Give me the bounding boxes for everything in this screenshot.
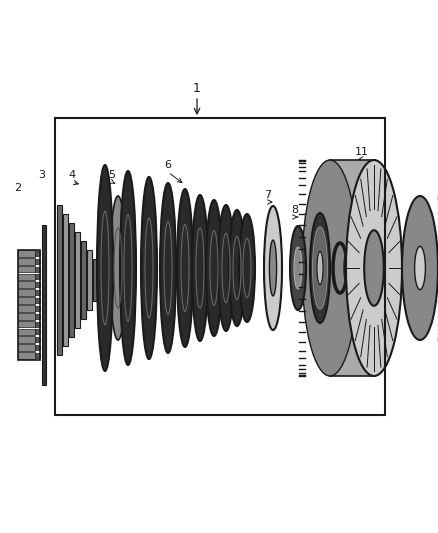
Bar xyxy=(35,345,40,350)
Bar xyxy=(18,273,35,280)
Bar xyxy=(35,313,40,319)
Bar xyxy=(18,352,35,359)
Ellipse shape xyxy=(294,247,302,289)
Bar xyxy=(35,337,40,342)
Bar xyxy=(18,297,35,304)
Polygon shape xyxy=(63,214,68,346)
Bar xyxy=(35,353,40,358)
Bar xyxy=(18,250,40,360)
Bar xyxy=(35,321,40,327)
Ellipse shape xyxy=(317,252,323,285)
Bar xyxy=(35,298,40,303)
Bar xyxy=(18,266,35,272)
Ellipse shape xyxy=(218,205,234,331)
Bar xyxy=(18,258,35,264)
Text: 1: 1 xyxy=(193,82,201,94)
Text: 6: 6 xyxy=(165,160,172,170)
Bar xyxy=(55,118,385,415)
Polygon shape xyxy=(87,250,92,310)
Ellipse shape xyxy=(364,230,384,306)
Ellipse shape xyxy=(264,206,282,330)
Bar xyxy=(18,281,35,288)
Ellipse shape xyxy=(239,214,255,322)
Bar xyxy=(35,266,40,272)
Bar xyxy=(35,251,40,256)
Polygon shape xyxy=(99,268,104,292)
Bar xyxy=(18,321,35,327)
Text: 10: 10 xyxy=(339,195,353,205)
Bar xyxy=(35,290,40,295)
Ellipse shape xyxy=(192,195,208,341)
Bar xyxy=(18,305,35,312)
Polygon shape xyxy=(81,241,86,319)
Text: 7: 7 xyxy=(265,190,272,200)
Text: 8: 8 xyxy=(291,205,299,215)
Polygon shape xyxy=(93,259,98,301)
Ellipse shape xyxy=(290,226,306,310)
Bar xyxy=(35,282,40,287)
Ellipse shape xyxy=(97,165,113,371)
Polygon shape xyxy=(75,232,80,328)
Ellipse shape xyxy=(110,196,126,340)
Ellipse shape xyxy=(415,246,425,289)
Bar xyxy=(42,225,46,385)
Bar xyxy=(35,274,40,279)
Ellipse shape xyxy=(206,200,222,336)
Ellipse shape xyxy=(310,213,330,323)
Ellipse shape xyxy=(269,240,277,296)
Bar xyxy=(18,250,35,257)
Text: 2: 2 xyxy=(14,183,21,193)
Bar xyxy=(18,289,35,296)
Text: 11: 11 xyxy=(355,147,369,157)
Bar xyxy=(35,306,40,311)
Text: 9: 9 xyxy=(314,190,321,200)
Polygon shape xyxy=(69,223,74,337)
Bar xyxy=(35,259,40,264)
Ellipse shape xyxy=(312,227,328,309)
Ellipse shape xyxy=(402,196,438,340)
Bar xyxy=(18,313,35,320)
Bar xyxy=(390,259,430,277)
Text: 3: 3 xyxy=(39,170,46,180)
Ellipse shape xyxy=(229,210,245,326)
Bar xyxy=(330,160,375,376)
Ellipse shape xyxy=(302,160,358,376)
Ellipse shape xyxy=(177,189,193,347)
Bar xyxy=(18,328,35,335)
Bar xyxy=(35,329,40,335)
Ellipse shape xyxy=(141,177,157,359)
Polygon shape xyxy=(57,205,62,355)
Ellipse shape xyxy=(120,171,136,365)
Ellipse shape xyxy=(346,160,402,376)
Text: 5: 5 xyxy=(109,170,116,180)
Bar xyxy=(18,344,35,351)
Bar xyxy=(18,336,35,343)
Ellipse shape xyxy=(160,183,176,353)
Text: 4: 4 xyxy=(68,170,76,180)
